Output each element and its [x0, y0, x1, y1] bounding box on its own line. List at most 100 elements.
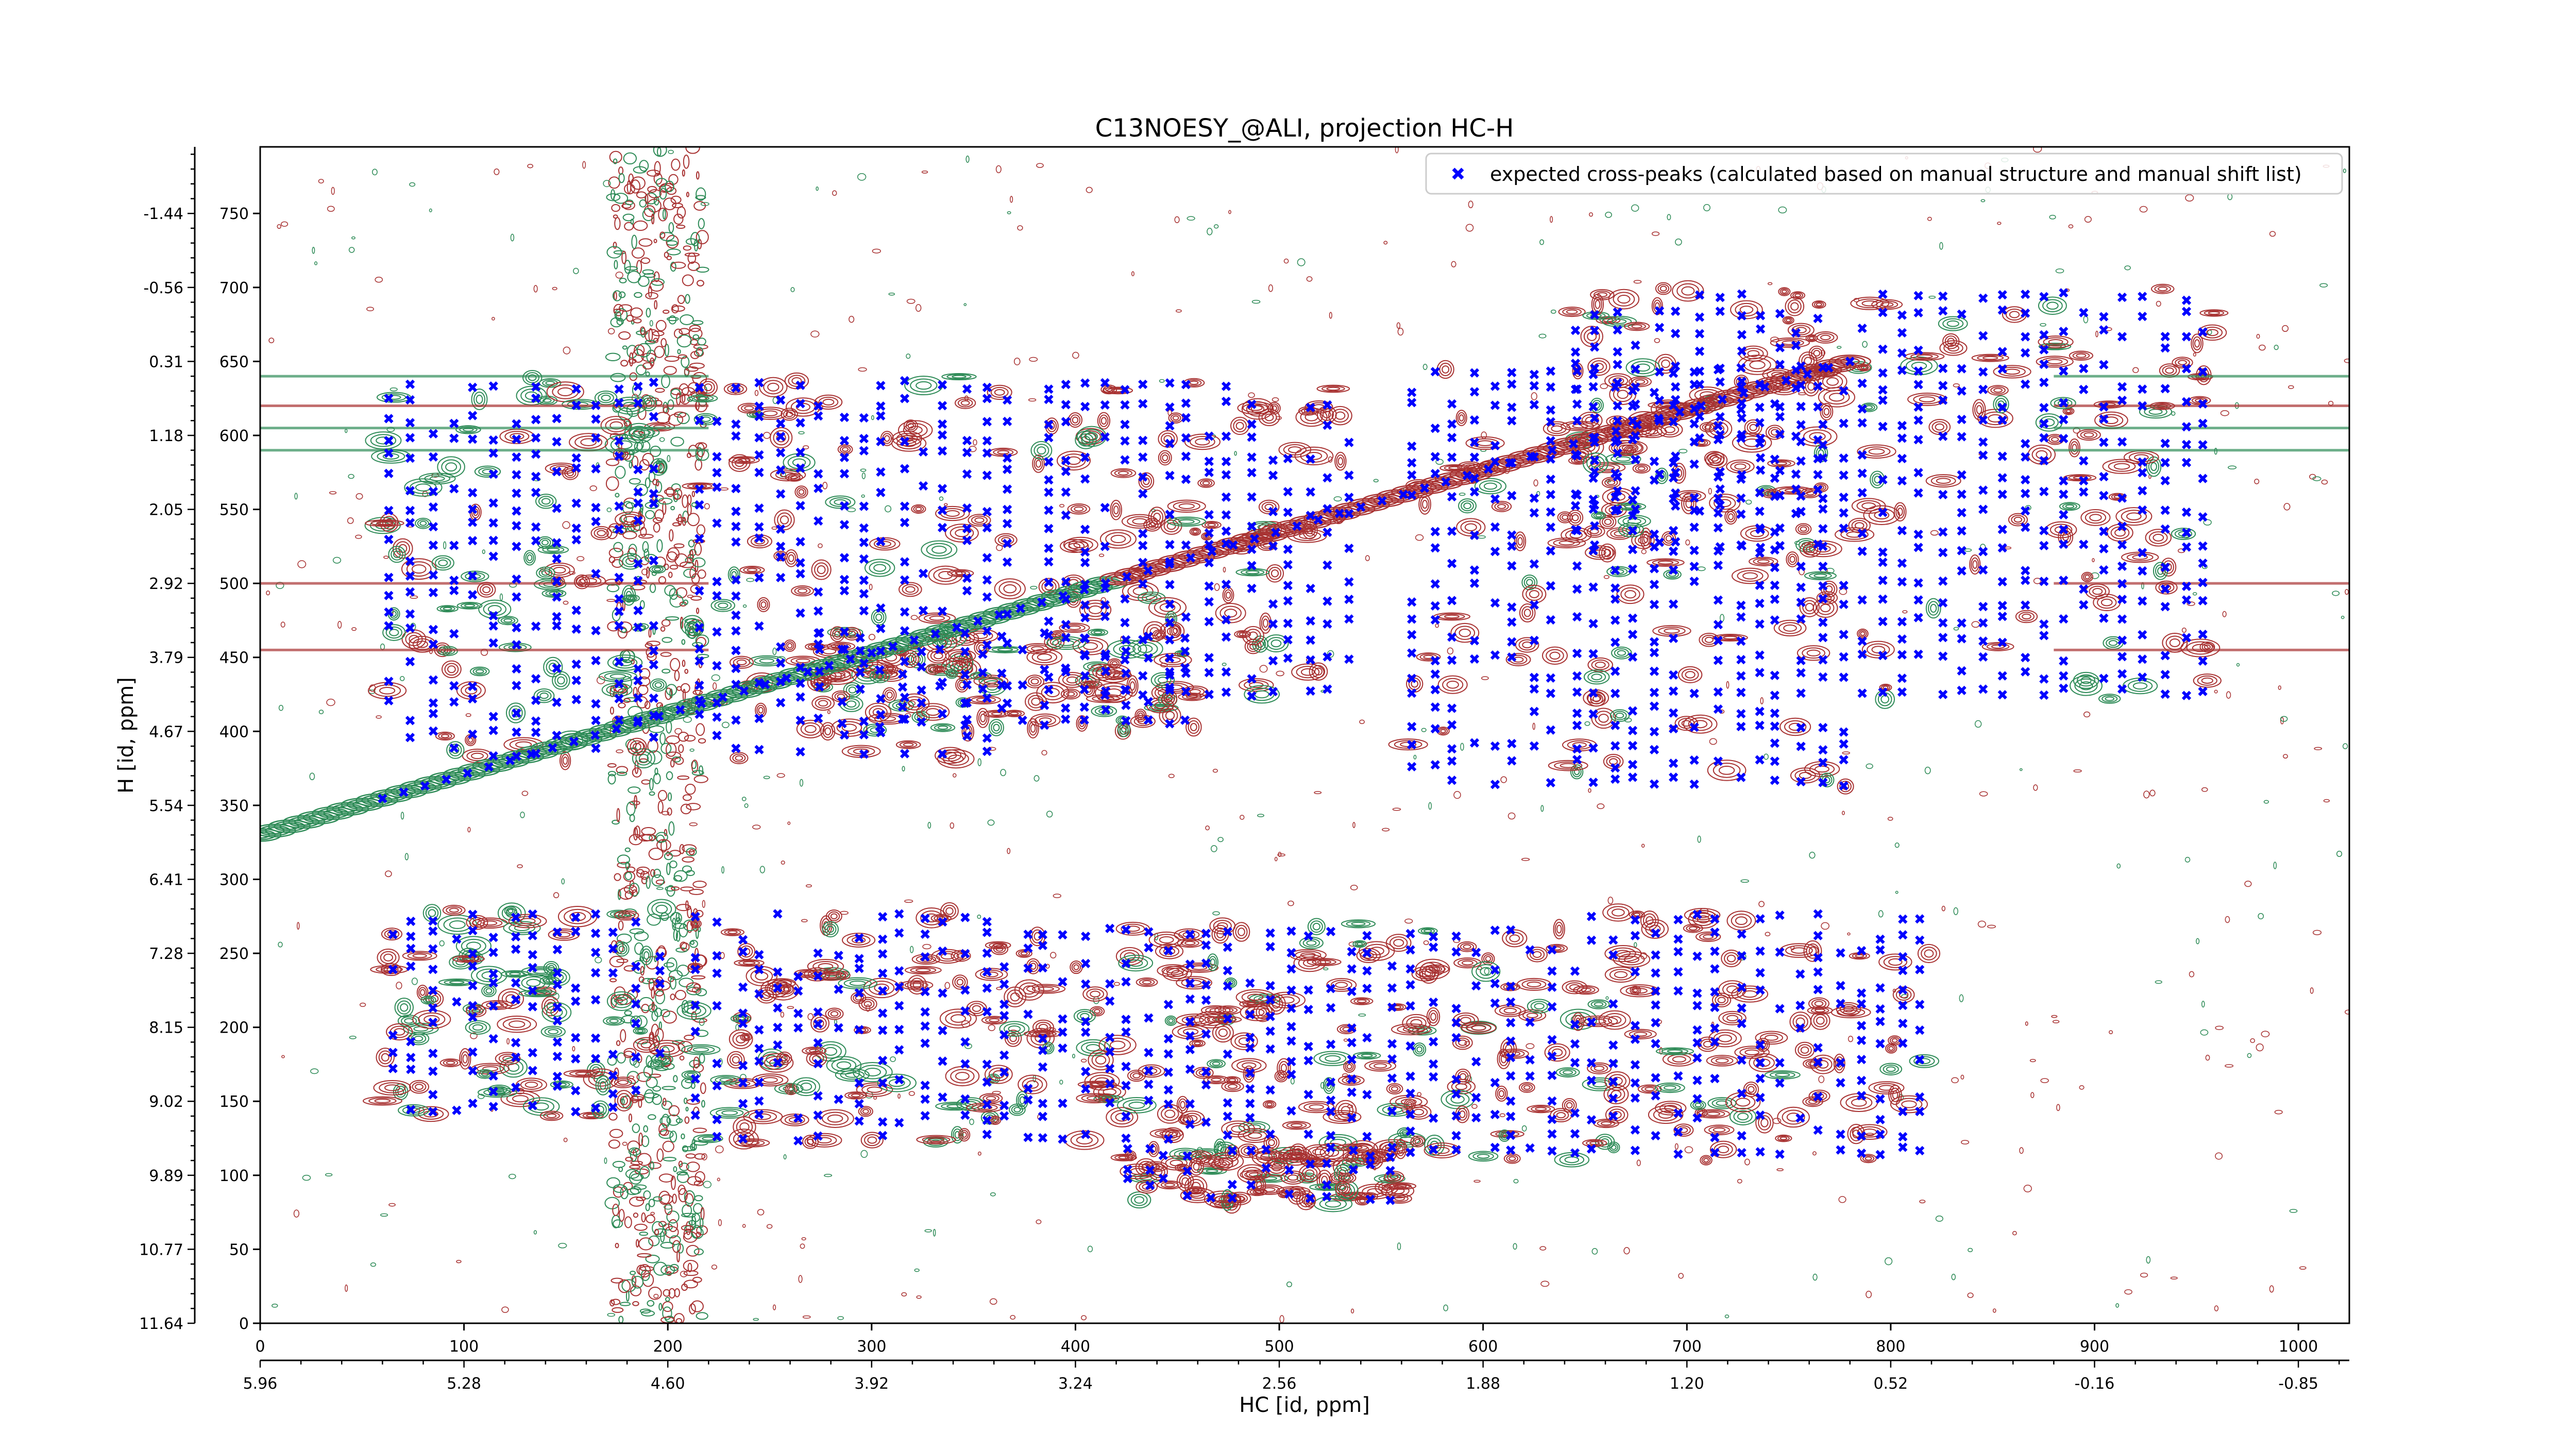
- contour-noise: [672, 203, 683, 209]
- contour-noise: [1421, 728, 1427, 732]
- contour-noise: [1465, 224, 1474, 232]
- contour-noise: [695, 195, 706, 200]
- contour-noise: [1373, 479, 1379, 483]
- contour-noise: [608, 1139, 620, 1149]
- contour-noise: [776, 773, 785, 778]
- contour-noise: [612, 559, 623, 568]
- contour-noise: [699, 1218, 704, 1228]
- contour-noise: [615, 1242, 619, 1249]
- contour-noise: [645, 194, 649, 205]
- contour-noise: [679, 383, 689, 396]
- contour-noise: [1228, 210, 1231, 214]
- contour-noise: [2343, 169, 2346, 173]
- contour-noise: [684, 1116, 690, 1124]
- contour-noise: [1513, 1178, 1519, 1184]
- contour-noise: [1081, 1315, 1087, 1321]
- contour-noise: [629, 1113, 633, 1123]
- contour-noise: [655, 976, 664, 991]
- contour-noise: [670, 759, 675, 768]
- contour-noise: [630, 1015, 642, 1029]
- contour-noise: [660, 338, 667, 347]
- contour-noise: [772, 1304, 776, 1310]
- contour-noise: [649, 791, 655, 796]
- contour-noise: [798, 1275, 803, 1283]
- contour-noise: [2203, 519, 2212, 526]
- contour-noise: [1979, 791, 1988, 797]
- contour-noise: [2124, 265, 2131, 271]
- contour-noise: [687, 595, 694, 598]
- contour-noise: [673, 488, 683, 500]
- contour-noise: [977, 758, 981, 766]
- contour-noise: [653, 523, 660, 533]
- contour-noise: [683, 245, 692, 251]
- contour-noise: [677, 354, 687, 359]
- contour-noise: [647, 198, 662, 213]
- contour-noise: [1902, 610, 1908, 614]
- contour-noise: [910, 615, 918, 620]
- contour-noise: [641, 568, 649, 576]
- contour-noise: [664, 1204, 673, 1210]
- contour-noise: [634, 292, 642, 298]
- contour-noise: [669, 1235, 681, 1245]
- contour-noise: [278, 941, 283, 948]
- contour-noise: [798, 431, 805, 435]
- contour-noise: [492, 316, 495, 321]
- contour-noise: [692, 987, 701, 993]
- contour-noise: [1000, 769, 1006, 777]
- contour-noise: [2132, 367, 2139, 373]
- contour-noise: [1968, 1248, 1973, 1252]
- contour-noise: [2025, 1021, 2028, 1026]
- contour-noise: [693, 775, 708, 783]
- contour-noise: [1072, 1053, 1075, 1058]
- contour-noise: [2033, 578, 2042, 584]
- contour-noise: [2068, 224, 2074, 229]
- contour-noise: [622, 1141, 628, 1146]
- contour-noise: [1667, 214, 1671, 221]
- contour-noise: [653, 147, 667, 157]
- contour-noise: [482, 549, 485, 554]
- contour-noise: [618, 173, 625, 183]
- contour-noise: [1821, 922, 1829, 930]
- contour-noise: [639, 1166, 650, 1179]
- contour-noise: [1600, 383, 1608, 389]
- contour-noise: [612, 1307, 624, 1313]
- contour-noise: [700, 202, 709, 206]
- contour-noise: [608, 176, 620, 189]
- contour-noise: [1841, 811, 1845, 815]
- contour-noise: [624, 1010, 632, 1016]
- contour-noise: [626, 1188, 639, 1195]
- contour-noise: [662, 1140, 674, 1152]
- contour-noise: [383, 555, 389, 559]
- contour-noise: [664, 962, 674, 968]
- contour-noise: [651, 1001, 655, 1011]
- contour-noise: [1997, 222, 2002, 225]
- contour-noise: [617, 862, 631, 868]
- contour-noise: [2299, 1266, 2307, 1270]
- contour-noise: [805, 884, 812, 888]
- contour-noise: [662, 1306, 672, 1320]
- contour-noise: [687, 252, 697, 264]
- contour-noise: [1930, 530, 1939, 536]
- contour-noise: [1447, 647, 1454, 655]
- contour-noise: [1087, 1245, 1093, 1253]
- contour-noise: [656, 839, 671, 851]
- contour-noise: [668, 821, 675, 836]
- contour-noise: [824, 1174, 833, 1177]
- contour-noise: [606, 507, 612, 513]
- contour-noise: [654, 300, 658, 310]
- contour-noise: [890, 1056, 896, 1062]
- contour-noise: [641, 1310, 655, 1317]
- contour-noise: [653, 1261, 668, 1276]
- contour-noise: [645, 1254, 660, 1263]
- contour-noise: [657, 790, 668, 801]
- contour-noise: [1745, 499, 1752, 505]
- contour-noise: [689, 567, 697, 579]
- contour-noise: [780, 1012, 785, 1018]
- contour-noise: [501, 1306, 509, 1313]
- contour-noise: [636, 1197, 646, 1201]
- contour-noise: [347, 517, 354, 524]
- contour-noise: [647, 913, 661, 926]
- contour-noise: [1435, 624, 1439, 628]
- contour-noise: [1953, 383, 1960, 387]
- contour-noise: [613, 214, 618, 219]
